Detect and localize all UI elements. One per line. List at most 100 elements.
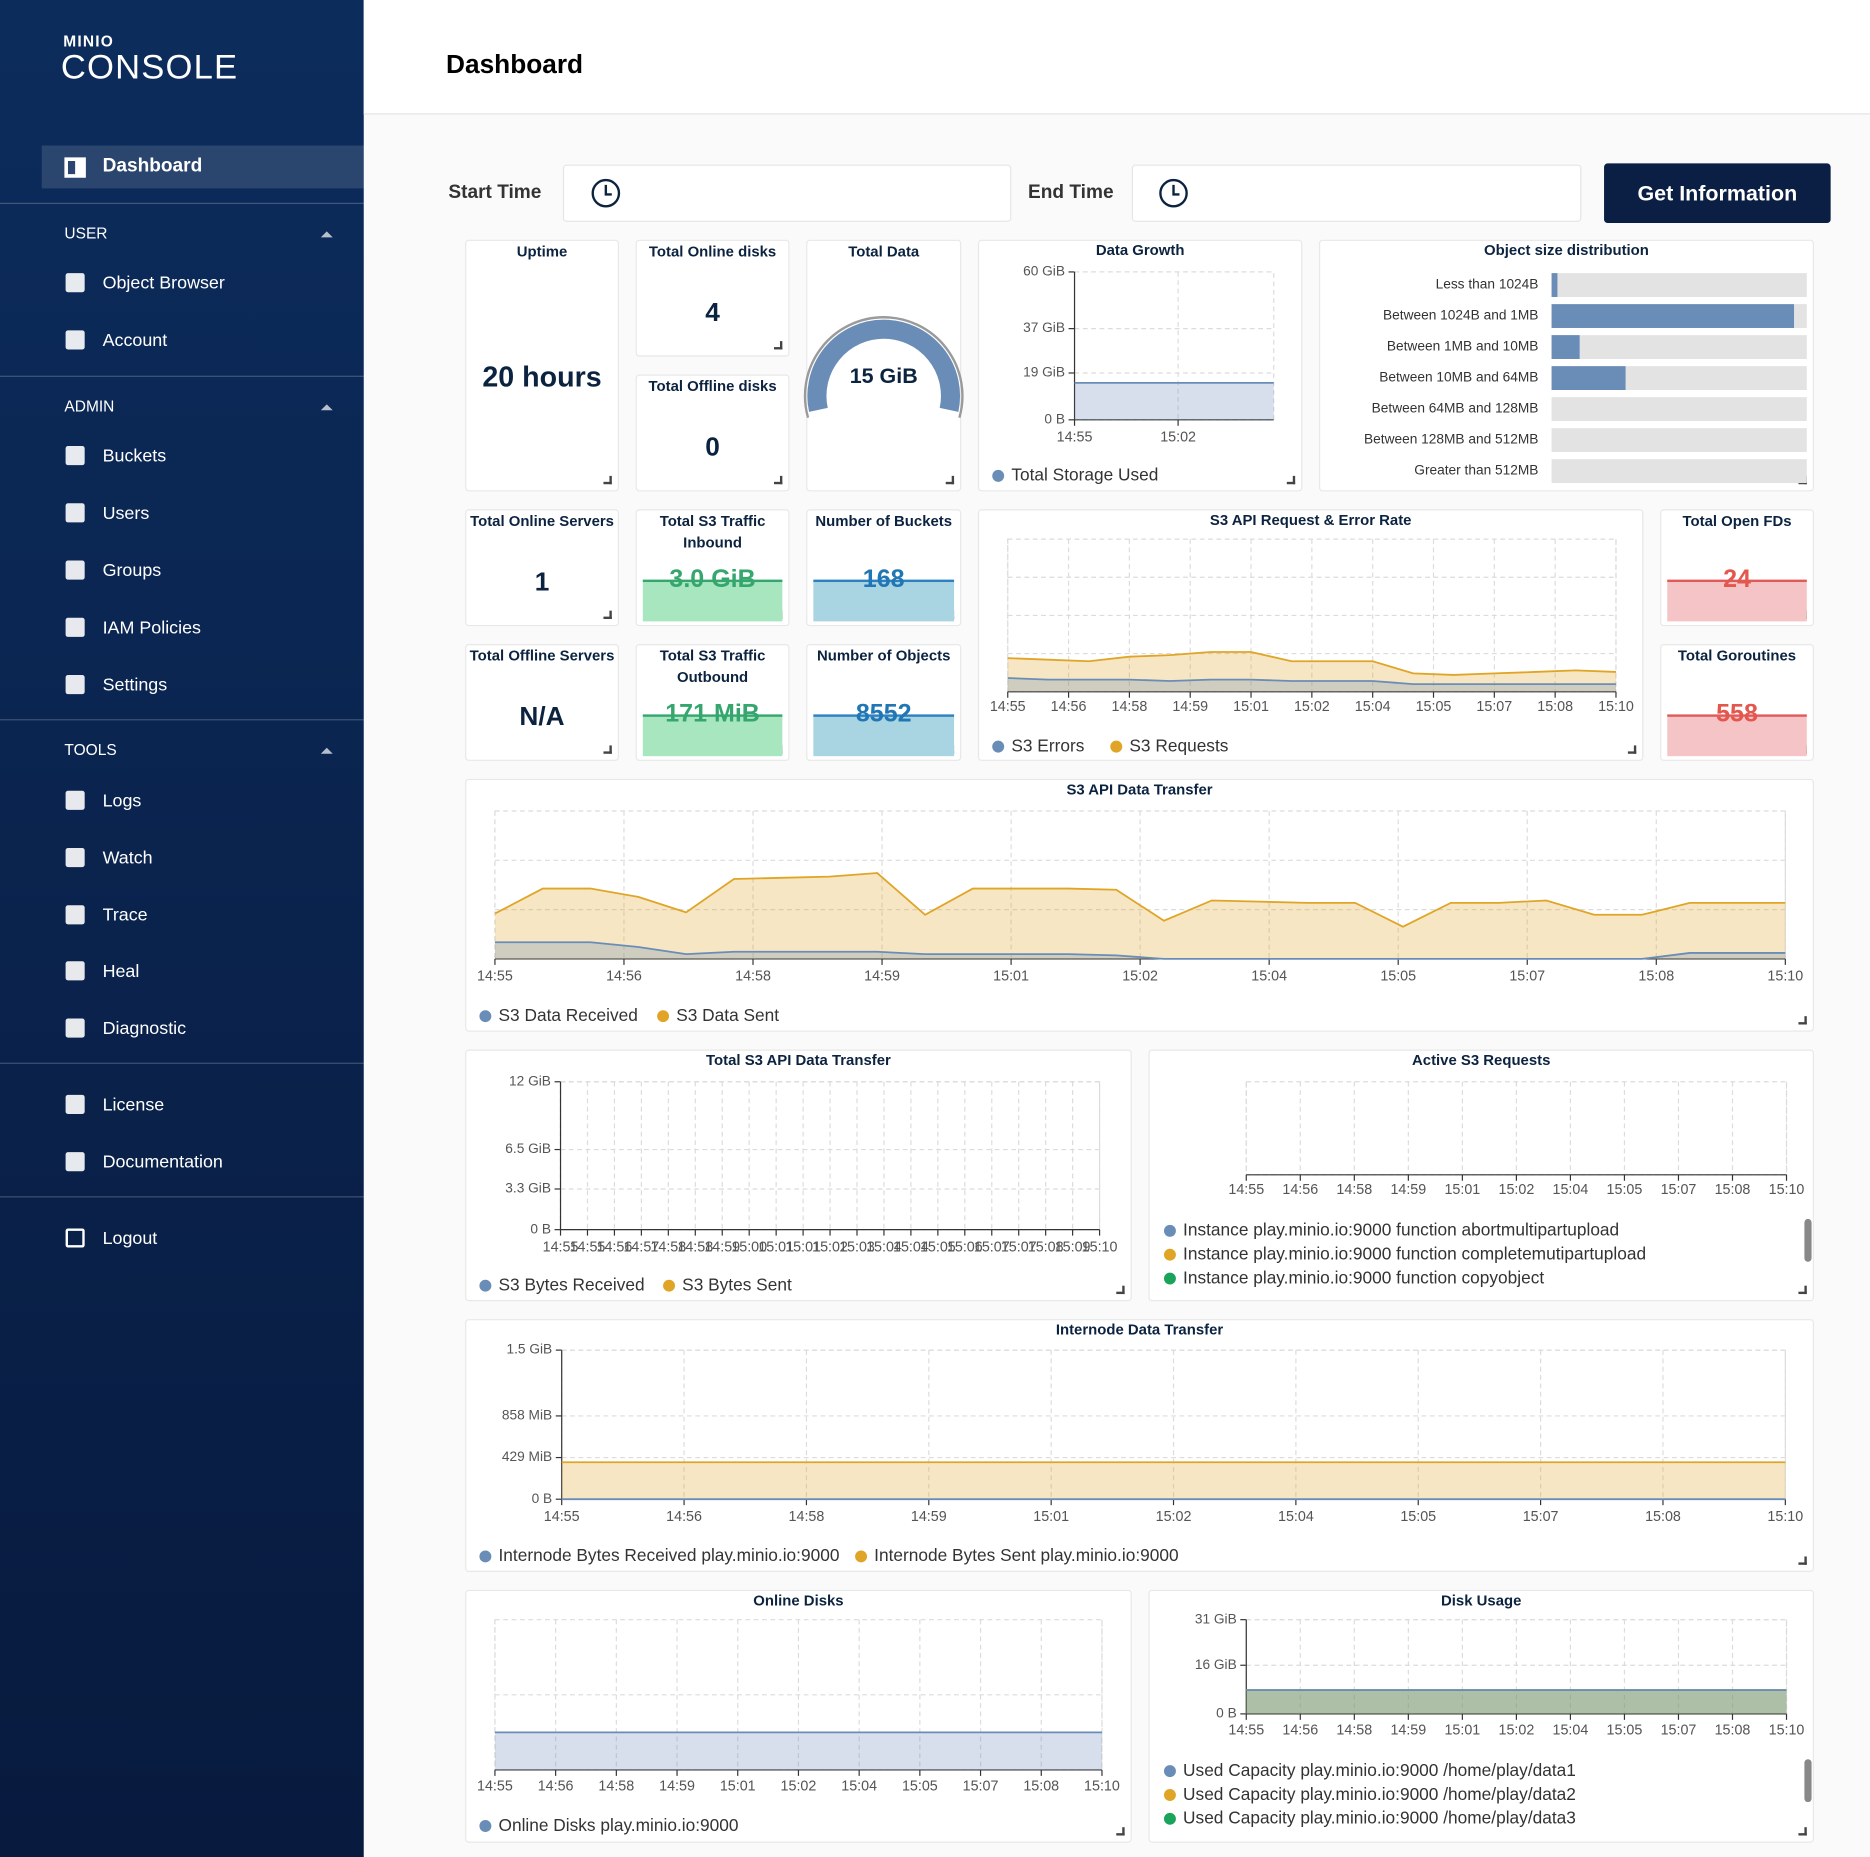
y-tick-label: 0 B <box>530 1221 551 1236</box>
nav-item[interactable]: Object Browser <box>102 272 225 293</box>
legend-label: S3 Bytes Received <box>498 1276 645 1296</box>
nav-item[interactable]: Watch <box>102 847 153 868</box>
series-area <box>1246 1690 1787 1714</box>
nav-icon <box>65 675 85 695</box>
category-label: Between 1MB and 10MB <box>1387 339 1539 354</box>
nav-item[interactable]: Diagnostic <box>102 1017 187 1039</box>
nav-item[interactable]: Trace <box>102 904 148 925</box>
collapse-caret[interactable] <box>320 231 333 238</box>
x-tick-label: 15:05 <box>1607 1722 1643 1738</box>
legend-label: Used Capacity play.minio.io:9000 /home/p… <box>1183 1761 1576 1781</box>
y-tick-label: 1.5 GiB <box>506 1342 552 1357</box>
nav-item[interactable]: Documentation <box>102 1151 223 1172</box>
sparkline <box>642 579 783 622</box>
gauge-fill <box>807 319 961 412</box>
legend-label: Online Disks play.minio.io:9000 <box>498 1816 739 1836</box>
x-tick-label: 15:01 <box>785 1239 821 1255</box>
y-tick-label: 16 GiB <box>1195 1657 1237 1672</box>
nav-item[interactable]: Logs <box>102 790 142 811</box>
legend-label: S3 Data Received <box>498 1006 638 1026</box>
button-label[interactable]: Get Information <box>1637 180 1798 205</box>
x-tick-label: 15:08 <box>1028 1239 1064 1255</box>
nav-item[interactable]: Logout <box>102 1227 158 1249</box>
nav-icon <box>64 157 86 178</box>
nav-icon <box>65 1152 85 1172</box>
x-tick-label: 14:55 <box>477 1778 513 1794</box>
x-tick-label: 15:10 <box>1767 969 1803 985</box>
x-tick-label: 15:02 <box>812 1239 848 1255</box>
nav-item[interactable]: IAM Policies <box>102 617 201 638</box>
legend-dot <box>479 1279 492 1292</box>
legend-dot <box>992 469 1005 482</box>
x-tick-label: 15:10 <box>1767 1509 1803 1525</box>
x-tick-label: 14:58 <box>650 1239 686 1255</box>
filter-label: Start Time <box>448 182 542 203</box>
sparkline <box>1667 714 1807 757</box>
get-information-button[interactable] <box>1604 163 1831 224</box>
x-tick-label: 14:55 <box>544 1509 580 1525</box>
legend-label: Internode Bytes Received play.minio.io:9… <box>498 1546 840 1566</box>
category-label: Between 128MB and 512MB <box>1364 432 1538 447</box>
nav-item[interactable]: Dashboard <box>102 156 203 177</box>
series-line <box>494 872 1786 928</box>
x-tick-label: 15:08 <box>1715 1722 1751 1738</box>
x-tick-label: 14:57 <box>623 1239 659 1255</box>
x-tick-label: 15:01 <box>720 1778 756 1794</box>
nav-item[interactable]: Buckets <box>102 445 167 466</box>
x-tick-label: 14:55 <box>1228 1182 1264 1198</box>
series-line <box>494 941 1786 960</box>
x-tick-label: 15:06 <box>947 1239 983 1255</box>
nav-item[interactable]: Groups <box>102 559 162 581</box>
y-tick-label: 12 GiB <box>509 1073 551 1088</box>
nav-icon <box>65 446 85 466</box>
x-tick-label: 15:00 <box>731 1239 767 1255</box>
nav-item[interactable]: Users <box>102 502 150 523</box>
x-tick-label: 15:05 <box>1607 1182 1643 1198</box>
legend-dot <box>479 1550 492 1563</box>
card-title: Total S3 Traffic Inbound <box>659 512 766 552</box>
series-line <box>1007 651 1617 676</box>
y-tick-label: 6.5 GiB <box>505 1141 551 1156</box>
nav-item[interactable]: Heal <box>102 960 140 981</box>
nav-active-bg <box>41 145 364 189</box>
category-label: Less than 1024B <box>1436 277 1539 292</box>
card-title: Total Open FDs <box>1682 512 1792 530</box>
y-tick-label: 0 B <box>1044 411 1065 426</box>
x-tick-label: 15:08 <box>1715 1182 1751 1198</box>
sparkline <box>813 579 955 622</box>
bar <box>1551 335 1580 359</box>
chart-card <box>465 1319 1814 1572</box>
x-tick-label: 15:07 <box>1661 1722 1697 1738</box>
nav-item[interactable]: Settings <box>102 674 168 695</box>
x-tick-label: 14:58 <box>598 1778 634 1794</box>
time-input[interactable] <box>562 164 1012 222</box>
x-tick-label: 15:05 <box>1400 1509 1436 1525</box>
sparkline <box>1667 579 1807 622</box>
section-title: ADMIN <box>64 397 115 416</box>
card-value: 3.0 GiB <box>669 564 756 593</box>
card-value: 4 <box>705 296 720 327</box>
legend-dot <box>1110 740 1123 753</box>
collapse-caret[interactable] <box>320 404 333 411</box>
product: CONSOLE <box>60 48 239 87</box>
nav-icon <box>65 847 85 868</box>
separator <box>0 375 364 377</box>
filter-label: End Time <box>1028 182 1114 203</box>
series-area <box>1246 1690 1787 1714</box>
x-tick-label: 15:05 <box>902 1778 938 1794</box>
time-input[interactable] <box>1131 164 1582 222</box>
nav-icon <box>65 1018 85 1038</box>
card-value: 168 <box>862 564 905 593</box>
x-tick-label: 14:55 <box>1057 429 1093 445</box>
nav-item[interactable]: License <box>102 1094 165 1115</box>
legend-label: Internode Bytes Sent play.minio.io:9000 <box>874 1546 1179 1566</box>
chart-title: S3 API Data Transfer <box>1066 781 1213 798</box>
bar-track <box>1551 459 1807 484</box>
card-value: 15 GiB <box>849 363 918 388</box>
legend-label: Instance play.minio.io:9000 function com… <box>1183 1245 1647 1265</box>
collapse-caret[interactable] <box>320 747 333 754</box>
nav-item[interactable]: Account <box>102 329 168 351</box>
card-value: 1 <box>534 565 550 596</box>
x-tick-label: 14:59 <box>864 969 900 985</box>
y-tick-label: 0 B <box>532 1491 553 1506</box>
